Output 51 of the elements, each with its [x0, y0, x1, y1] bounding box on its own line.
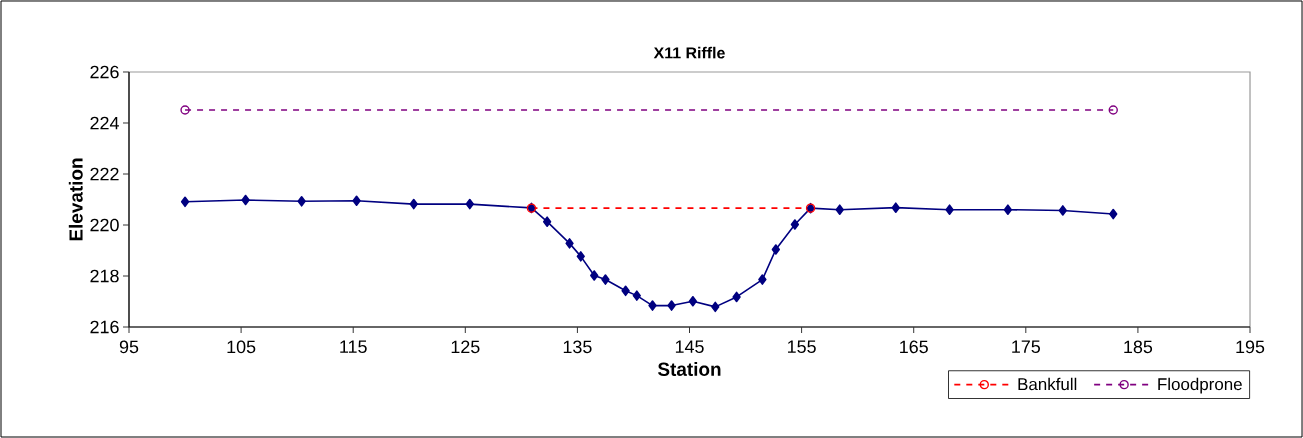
- y-tick-label: 224: [90, 116, 119, 130]
- point: [565, 238, 574, 249]
- point: [945, 204, 954, 215]
- point: [180, 105, 190, 115]
- point: [1108, 105, 1118, 115]
- y-tick-label: 220: [90, 218, 119, 232]
- point: [409, 198, 418, 210]
- y-tick-label: 218: [90, 269, 119, 283]
- legend-label: Bankfull: [1018, 377, 1077, 391]
- point: [648, 300, 657, 311]
- x-tick-label: 195: [1236, 340, 1265, 354]
- y-tick-label: 216: [90, 320, 119, 334]
- point: [667, 300, 676, 311]
- x-tick-label: 105: [227, 340, 256, 354]
- x-tick-label: 95: [119, 340, 139, 354]
- legend-label: Floodprone: [1158, 377, 1242, 394]
- point: [352, 195, 361, 207]
- point: [632, 290, 641, 301]
- point: [241, 194, 250, 206]
- y-tick-label: 222: [90, 167, 119, 181]
- x-tick-label: 115: [340, 340, 367, 354]
- point: [1003, 204, 1013, 215]
- x-tick-label: 125: [451, 340, 480, 354]
- x-tick-label: 145: [675, 340, 704, 354]
- point: [711, 301, 720, 313]
- point: [297, 195, 306, 207]
- point: [1109, 208, 1118, 220]
- y-axis-title: Elevation: [68, 158, 83, 241]
- point: [465, 198, 474, 210]
- point: [688, 295, 698, 307]
- point: [758, 274, 767, 285]
- point: [732, 291, 741, 303]
- chart-title: X11 Riffle: [653, 46, 725, 59]
- x-tick-label: 185: [1124, 340, 1153, 354]
- point: [601, 274, 610, 285]
- x-tick-label: 155: [788, 340, 816, 354]
- point: [1058, 205, 1067, 216]
- point: [590, 270, 599, 281]
- point: [835, 204, 844, 215]
- point: [790, 219, 800, 230]
- point: [576, 251, 585, 262]
- x-tick-label: 135: [563, 340, 592, 354]
- x-tick-label: 175: [1012, 340, 1041, 354]
- point: [891, 202, 900, 213]
- point: [180, 196, 190, 208]
- y-tick-label: 226: [90, 65, 119, 79]
- x-tick-label: 165: [900, 340, 928, 354]
- point: [542, 216, 552, 227]
- point: [771, 244, 780, 255]
- point: [621, 285, 630, 297]
- x-axis-title: Station: [657, 362, 721, 376]
